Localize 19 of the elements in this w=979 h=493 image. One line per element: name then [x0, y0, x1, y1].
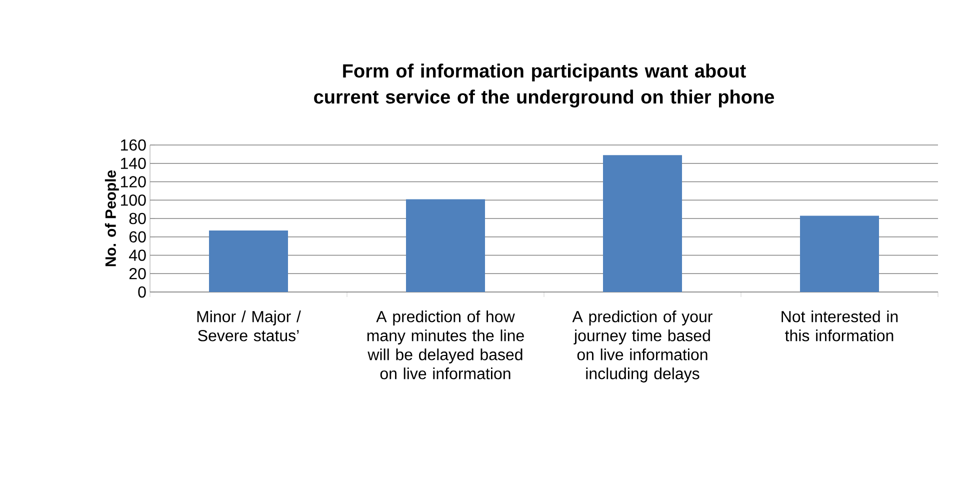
y-tick-label: 140	[121, 158, 146, 170]
y-tick-label: 20	[129, 268, 146, 280]
y-tick-label: 60	[129, 231, 146, 243]
y-tick-label: 80	[129, 212, 146, 224]
y-tick-label: 40	[129, 250, 146, 261]
bar	[603, 155, 682, 292]
y-axis-title: No. of People	[104, 170, 119, 266]
bar	[209, 230, 288, 292]
x-tick-label: Minor / Major / Severe status’	[197, 310, 301, 342]
y-tick-label: 120	[121, 176, 146, 188]
y-tick-label: 0	[138, 286, 146, 298]
bar	[800, 216, 880, 292]
chart-title: Form of information participants want about current service of the underground on thier phone	[314, 64, 774, 108]
x-tick-label: A prediction of how many minutes the line will be delayed based on live information	[367, 310, 524, 380]
y-tick-label: 160	[121, 139, 146, 151]
y-tick-label: 100	[121, 194, 146, 206]
x-tick-label: Not interested in this information	[782, 310, 898, 342]
x-tick-label: A prediction of your journey time based on live information including delays	[572, 310, 712, 382]
bar	[406, 199, 486, 292]
